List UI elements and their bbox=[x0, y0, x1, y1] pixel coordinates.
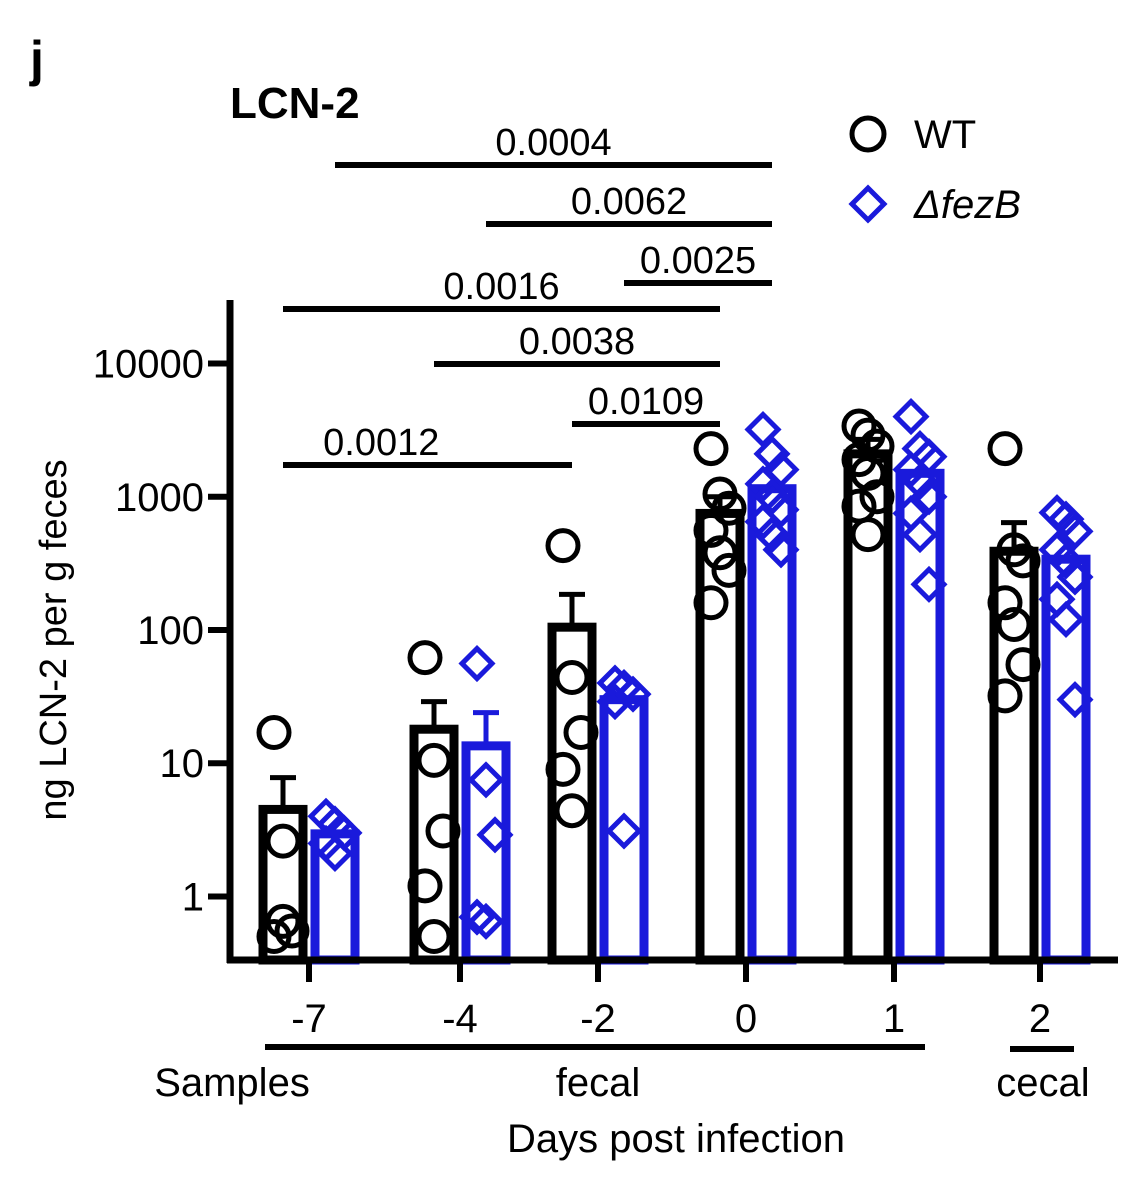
wt-data-point bbox=[702, 535, 738, 571]
wt-data-point bbox=[545, 528, 581, 564]
significance-annotations: 0.0004 0.0062 0.0025 0.0016 0.0038 0.0109 0.00… bbox=[283, 122, 772, 468]
wt-data-point bbox=[554, 659, 590, 695]
wt-data-point bbox=[693, 585, 729, 621]
mutant-data-point bbox=[901, 516, 939, 554]
p-value-label: 0.0109 bbox=[588, 381, 704, 423]
mutant-data-point bbox=[614, 675, 652, 713]
mutant-data-point bbox=[1056, 681, 1094, 719]
p-value-label: 0.0025 bbox=[640, 240, 756, 282]
p-value-label: 0.0038 bbox=[519, 321, 635, 363]
x-tick-label: 1 bbox=[883, 997, 905, 1041]
wt-data-point bbox=[256, 715, 292, 751]
mutant-data-point bbox=[605, 812, 643, 850]
mutant-data-point bbox=[744, 465, 782, 503]
wt-data-point bbox=[693, 512, 729, 548]
y-tick-label: 10000 bbox=[93, 343, 204, 387]
mutant-data-point bbox=[1056, 558, 1094, 596]
mutant-data-point bbox=[1056, 512, 1094, 550]
mutant-data-point bbox=[753, 435, 791, 473]
wt-data-point bbox=[416, 742, 452, 778]
x-tick-label: -7 bbox=[291, 997, 327, 1041]
wt-data-point bbox=[545, 751, 581, 787]
x-tick-label: 0 bbox=[735, 997, 757, 1041]
wt-data-point bbox=[265, 823, 301, 859]
p-value-label: 0.0016 bbox=[443, 266, 559, 308]
mutant-data-point bbox=[892, 398, 930, 436]
p-value-label: 0.0004 bbox=[495, 122, 611, 164]
wt-data-point bbox=[711, 490, 747, 526]
wt-data-point bbox=[850, 455, 886, 491]
legend-diamond-marker bbox=[848, 184, 888, 224]
cecal-label: cecal bbox=[996, 1061, 1089, 1105]
legend-circle-marker bbox=[849, 115, 887, 153]
legend-label: WT bbox=[914, 113, 976, 157]
x-tick-label: 2 bbox=[1029, 997, 1051, 1041]
x-tick-label: -2 bbox=[580, 997, 616, 1041]
data-points bbox=[256, 398, 1094, 955]
legend: WT ΔfezB bbox=[848, 113, 1021, 227]
sample-groups: Samples fecal cecal bbox=[154, 1044, 1090, 1105]
mutant-data-point bbox=[458, 898, 496, 936]
y-tick-label: 10 bbox=[160, 742, 205, 786]
mutant-data-point bbox=[467, 761, 505, 799]
wt-data-point bbox=[563, 715, 599, 751]
mutant-data-point bbox=[910, 565, 948, 603]
wt-data-point bbox=[416, 919, 452, 955]
x-tick-label: -4 bbox=[442, 997, 478, 1041]
mutant-data-point bbox=[467, 902, 505, 940]
panel-label: j bbox=[29, 31, 44, 87]
bar bbox=[747, 484, 797, 965]
p-value-label: 0.0062 bbox=[571, 181, 687, 223]
wt-data-point bbox=[987, 431, 1023, 467]
y-tick-label: 1000 bbox=[115, 476, 204, 520]
samples-row-label: Samples bbox=[154, 1061, 310, 1105]
mutant-data-point bbox=[901, 463, 939, 501]
y-axis-label: ng LCN-2 per g feces bbox=[33, 459, 75, 820]
x-axis-label: Days post infection bbox=[507, 1117, 845, 1161]
wt-data-point bbox=[711, 552, 747, 588]
y-tick-label: 1 bbox=[182, 875, 204, 919]
chart-title: LCN-2 bbox=[230, 79, 360, 128]
wt-data-point bbox=[554, 793, 590, 829]
mutant-data-point bbox=[744, 503, 782, 541]
wt-data-point bbox=[996, 606, 1032, 642]
wt-data-point bbox=[841, 408, 877, 444]
wt-data-point bbox=[859, 479, 895, 515]
mutant-data-point bbox=[316, 834, 354, 873]
bars bbox=[258, 449, 1091, 965]
mutant-data-point bbox=[910, 438, 948, 476]
mutant-data-point bbox=[476, 816, 514, 854]
wt-data-point bbox=[693, 431, 729, 467]
mutant-data-point bbox=[753, 478, 791, 516]
axes: 1 10 100 1000 10000 -7 -4 -2 0 1 2 bbox=[93, 300, 1118, 1041]
wt-data-point bbox=[425, 813, 461, 849]
wt-data-point bbox=[1005, 647, 1041, 683]
y-tick-label: 100 bbox=[137, 609, 204, 653]
mutant-data-point bbox=[1047, 600, 1085, 638]
wt-data-point bbox=[265, 903, 301, 939]
mutant-data-point bbox=[753, 516, 791, 554]
legend-label: ΔfezB bbox=[913, 183, 1021, 227]
mutant-data-point bbox=[762, 491, 800, 529]
mutant-data-point bbox=[596, 683, 634, 721]
wt-data-point bbox=[407, 640, 443, 676]
mutant-data-point bbox=[1047, 542, 1085, 580]
mutant-data-point bbox=[762, 531, 800, 569]
wt-data-point bbox=[407, 868, 443, 904]
mutant-data-point bbox=[910, 478, 948, 516]
mutant-data-point bbox=[596, 664, 634, 702]
p-value-label: 0.0012 bbox=[323, 422, 439, 464]
mutant-data-point bbox=[762, 451, 800, 489]
wt-data-point bbox=[1005, 543, 1041, 579]
wt-data-point bbox=[987, 678, 1023, 714]
wt-data-point bbox=[274, 913, 310, 949]
wt-data-point bbox=[850, 517, 886, 553]
mutant-data-point bbox=[458, 645, 496, 683]
fecal-label: fecal bbox=[556, 1061, 641, 1105]
wt-data-point bbox=[987, 585, 1023, 621]
